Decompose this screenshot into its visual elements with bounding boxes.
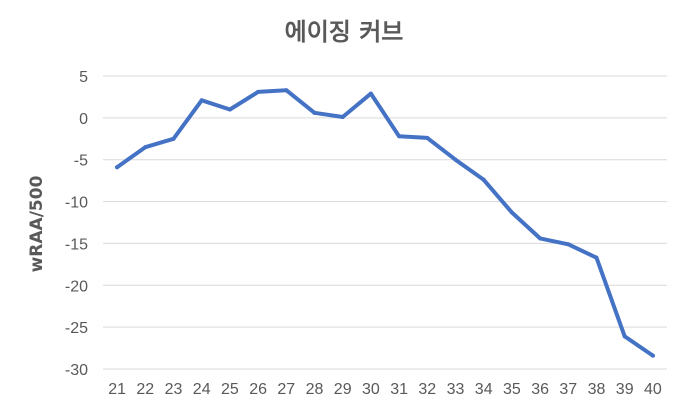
x-tick-label: 21: [108, 381, 126, 398]
x-tick-label: 28: [306, 381, 324, 398]
y-tick-label: -15: [65, 236, 88, 253]
series-line: [115, 88, 655, 358]
x-tick-label: 40: [644, 381, 662, 398]
y-axis-ticks: 5 0 -5 -10 -15 -20 -25 -30: [65, 69, 88, 379]
data-point: [143, 145, 148, 150]
data-point: [284, 88, 289, 93]
data-point: [509, 210, 514, 215]
x-tick-label: 36: [531, 381, 549, 398]
data-point: [453, 157, 458, 162]
data-point: [425, 135, 430, 140]
gridlines: [103, 75, 667, 370]
x-tick-label: 27: [277, 381, 295, 398]
x-tick-label: 34: [475, 381, 493, 398]
y-tick-label: -30: [65, 362, 88, 379]
y-tick-label: -25: [65, 320, 88, 337]
y-tick-label: -20: [65, 278, 88, 295]
data-point: [481, 177, 486, 182]
data-point: [538, 236, 543, 241]
x-tick-label: 24: [193, 381, 211, 398]
x-tick-label: 30: [362, 381, 380, 398]
data-point: [340, 115, 345, 120]
data-point: [115, 165, 120, 170]
y-tick-label: -5: [74, 153, 88, 170]
data-point: [171, 136, 176, 141]
x-tick-label: 25: [221, 381, 239, 398]
data-point: [312, 110, 317, 115]
x-tick-label: 29: [334, 381, 352, 398]
data-point: [650, 353, 655, 358]
data-point: [256, 89, 261, 94]
data-point: [397, 134, 402, 139]
x-tick-label: 32: [418, 381, 436, 398]
y-tick-label: -10: [65, 195, 88, 212]
y-tick-label: 0: [79, 111, 88, 128]
data-point: [622, 334, 627, 339]
data-point: [199, 98, 204, 103]
x-tick-label: 31: [390, 381, 408, 398]
y-tick-label: 5: [79, 69, 88, 86]
x-axis-ticks: 21 22 23 24 25 26 27 28 29 30 31 32 33 34 35 36 37 38 39 40: [108, 381, 662, 398]
x-tick-label: 39: [616, 381, 634, 398]
chart-title: 에이징 커브: [285, 18, 404, 46]
x-tick-label: 26: [249, 381, 267, 398]
data-point: [368, 91, 373, 96]
data-point: [566, 242, 571, 247]
x-tick-label: 37: [559, 381, 577, 398]
x-tick-label: 38: [588, 381, 606, 398]
x-tick-label: 33: [447, 381, 465, 398]
y-axis-label: wRAA/500: [27, 175, 47, 272]
data-point: [594, 255, 599, 260]
data-point: [227, 107, 232, 112]
x-tick-label: 22: [136, 381, 154, 398]
series-layer: [115, 88, 655, 358]
x-tick-label: 23: [165, 381, 183, 398]
x-tick-label: 35: [503, 381, 521, 398]
